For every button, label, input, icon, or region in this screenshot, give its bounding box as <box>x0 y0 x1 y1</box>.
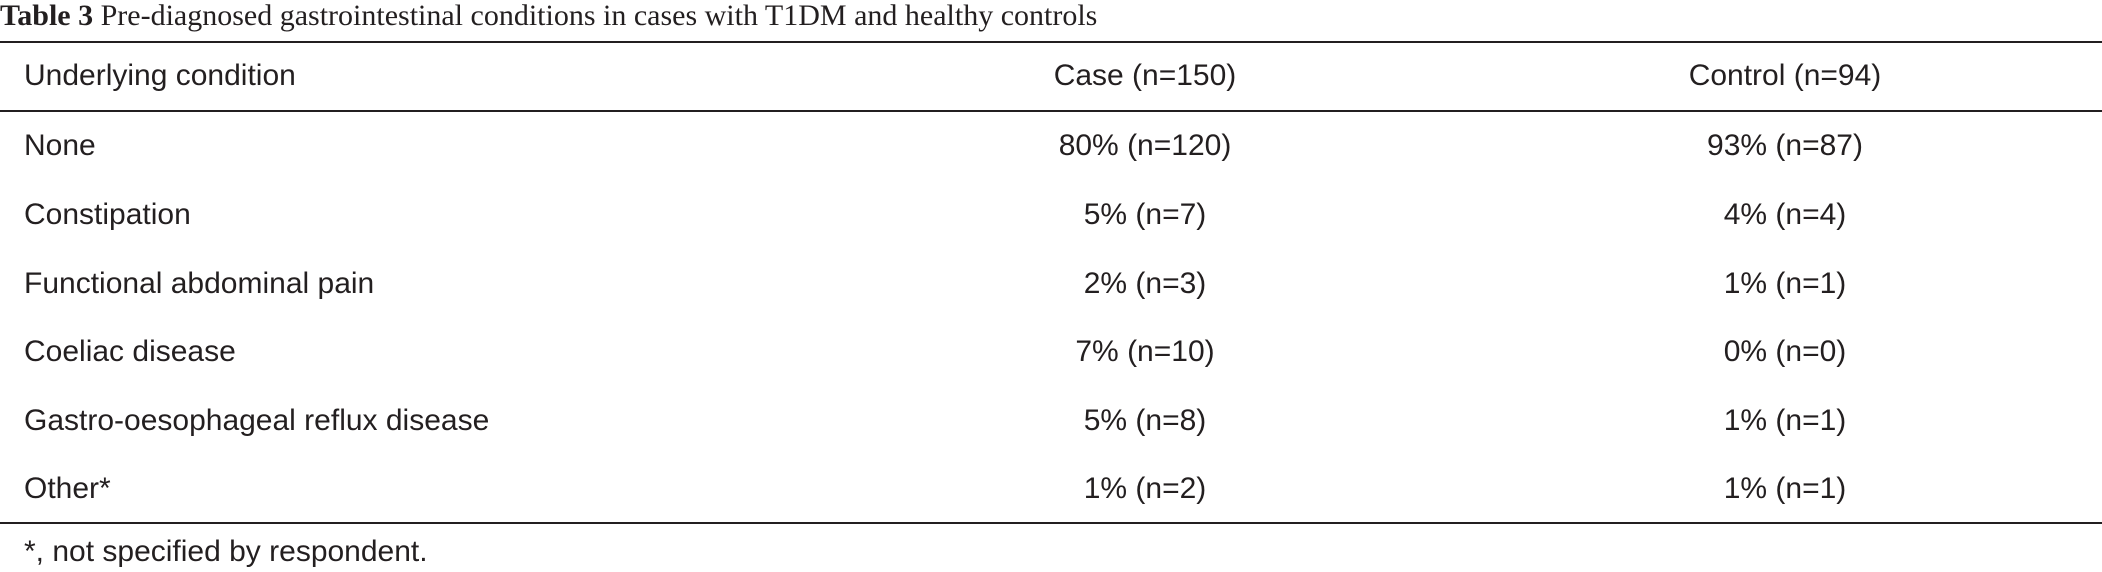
table-row: None 80% (n=120) 93% (n=87) <box>0 112 2102 180</box>
row-condition: Coeliac disease <box>24 335 236 368</box>
row-case-value: 1% (n=2) <box>1083 472 1207 505</box>
row-control-value: 1% (n=1) <box>1723 404 1847 437</box>
header-control: Control (n=94) <box>1688 59 1882 92</box>
table-footnote: *, not specified by respondent. <box>24 535 428 568</box>
row-control-value: 4% (n=4) <box>1723 198 1847 231</box>
table-header-row: Underlying condition Case (n=150) Contro… <box>0 42 2102 110</box>
header-condition: Underlying condition <box>24 59 296 92</box>
table-caption-text: Pre-diagnosed gastrointestinal condition… <box>93 0 1098 32</box>
row-condition: Constipation <box>24 198 191 231</box>
row-control-value: 0% (n=0) <box>1723 335 1847 368</box>
row-control-value: 93% (n=87) <box>1707 129 1863 162</box>
table-header-rule <box>0 110 2102 112</box>
table-row: Constipation 5% (n=7) 4% (n=4) <box>0 181 2102 249</box>
row-condition: Functional abdominal pain <box>24 267 375 300</box>
table-bottom-rule <box>0 522 2102 524</box>
table-row: Gastro-oesophageal reflux disease 5% (n=… <box>0 387 2102 455</box>
row-condition: Other* <box>24 472 111 505</box>
row-case-value: 7% (n=10) <box>1075 335 1215 368</box>
row-case-value: 5% (n=7) <box>1083 198 1207 231</box>
row-condition: Gastro-oesophageal reflux disease <box>24 404 490 437</box>
row-case-value: 5% (n=8) <box>1083 404 1207 437</box>
table-top-rule <box>0 41 2102 43</box>
row-control-value: 1% (n=1) <box>1723 472 1847 505</box>
table-caption-label: Table 3 <box>0 0 94 32</box>
row-control-value: 1% (n=1) <box>1723 267 1847 300</box>
table-row: Functional abdominal pain 2% (n=3) 1% (n… <box>0 250 2102 318</box>
table-row: Other* 1% (n=2) 1% (n=1) <box>0 455 2102 523</box>
header-case: Case (n=150) <box>1053 59 1237 92</box>
row-case-value: 80% (n=120) <box>1058 129 1232 162</box>
table-caption: Table 3 Pre-diagnosed gastrointestinal c… <box>0 0 1097 36</box>
row-condition: None <box>24 129 96 162</box>
row-case-value: 2% (n=3) <box>1083 267 1207 300</box>
table-row: Coeliac disease 7% (n=10) 0% (n=0) <box>0 318 2102 386</box>
